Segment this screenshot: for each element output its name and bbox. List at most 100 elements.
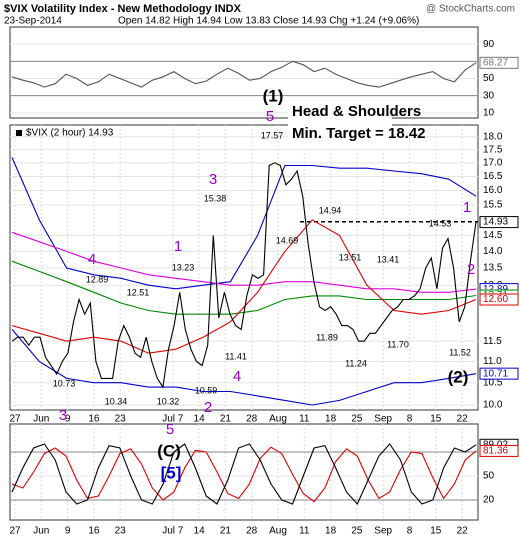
x-tick-label: 14 <box>194 414 206 425</box>
point-label: 13.23 <box>172 262 195 272</box>
point-label: 12.51 <box>127 287 150 297</box>
date: 23-Sep-2014 <box>4 16 62 27</box>
y-tick-label: 50 <box>483 471 495 482</box>
value-tag <box>479 216 519 229</box>
x-tick-label: 9 <box>65 526 71 537</box>
point-label: 11.70 <box>387 339 409 349</box>
wave-label: (C) <box>157 441 181 460</box>
source: @ StockCharts.com <box>426 4 515 15</box>
note-box <box>288 99 392 147</box>
wave-label: (2) <box>448 367 469 386</box>
value-tag-label: 14.93 <box>483 217 508 228</box>
x-tick-label: 25 <box>351 526 363 537</box>
x-tick-label: 22 <box>457 526 469 537</box>
value-tag-label: 12.89 <box>483 284 508 295</box>
annotations: Head & Shoulders Min. Target = 18.42 (1)… <box>53 86 475 482</box>
y-tick-label: 10 <box>483 107 495 118</box>
x-tick-label: 16 <box>88 526 100 537</box>
x-tick-label: 9 <box>65 414 71 425</box>
y-tick-label: 16.0 <box>483 185 503 196</box>
y-tick-label: 10.5 <box>483 377 503 388</box>
x-tick-label: 21 <box>220 526 232 537</box>
value-tag-label: 68.27 <box>483 57 508 68</box>
wave-label: (1) <box>263 86 284 105</box>
y-tick-label: 16.5 <box>483 171 503 182</box>
value-tag-label: 12.60 <box>483 294 508 305</box>
value-tag <box>479 367 519 380</box>
x-tick-label: 11 <box>299 526 310 537</box>
value-tag <box>479 293 519 306</box>
wave-label: 2 <box>467 261 475 278</box>
point-label: 11.41 <box>225 351 247 361</box>
y-tick-label: 17.0 <box>483 157 503 168</box>
point-label: 13.51 <box>339 252 362 262</box>
series-line <box>11 157 477 290</box>
legend: $VIX (2 hour) 14.93 <box>26 128 114 139</box>
series-line <box>11 443 477 505</box>
wave-label: 2 <box>204 399 212 416</box>
quote: Open 14.82 High 14.94 Low 13.83 Close 14… <box>118 16 419 27</box>
x-tick-label: Jul 7 <box>162 526 184 537</box>
wave-label: 4 <box>88 251 96 268</box>
x-tick-label: Jun <box>33 414 49 425</box>
plot-area <box>9 26 479 119</box>
x-tick-label: 25 <box>351 414 363 425</box>
x-tick-label: Sep <box>374 414 392 425</box>
x-tick-label: Sep <box>374 526 392 537</box>
wave-label: 3 <box>59 407 67 424</box>
y-tick-label: 20 <box>483 495 495 506</box>
note: Head & Shoulders <box>292 103 421 120</box>
x-tick-label: 23 <box>115 414 127 425</box>
wave-label: 1 <box>463 199 471 216</box>
value-tag <box>479 444 519 457</box>
point-label: 10.73 <box>53 378 76 388</box>
x-tick-label: 28 <box>246 526 258 537</box>
x-tick-label: 18 <box>325 414 337 425</box>
series-line <box>11 60 477 88</box>
y-tick-label: 15.5 <box>483 200 503 211</box>
value-tag-label: 81.36 <box>483 446 508 457</box>
point-label: 17.57 <box>261 130 284 140</box>
x-tick-label: 15 <box>430 414 442 425</box>
x-tick-label: 8 <box>407 526 413 537</box>
y-tick-label: 10.0 <box>483 400 503 411</box>
y-tick-label: 13.5 <box>483 263 503 274</box>
y-tick-label: 14.5 <box>483 230 503 241</box>
point-label: 10.32 <box>157 396 180 406</box>
point-label: 14.53 <box>429 218 452 228</box>
point-label: 11.52 <box>449 347 471 357</box>
y-tick-label: 17.5 <box>483 144 503 155</box>
point-label: 10.34 <box>105 396 128 406</box>
value-tag-label: 10.71 <box>483 368 508 379</box>
x-tick-label: 16 <box>88 414 100 425</box>
plot-area <box>9 124 479 411</box>
x-tick-label: 18 <box>325 526 337 537</box>
point-label: 10.59 <box>195 385 218 395</box>
wave-label: 4 <box>233 368 241 385</box>
wave-label: 1 <box>174 238 182 255</box>
series-line <box>11 446 477 503</box>
wave-label: 3 <box>209 171 217 188</box>
point-label: 12.89 <box>86 274 109 284</box>
x-tick-label: 8 <box>407 414 413 425</box>
series-line <box>11 231 477 293</box>
x-tick-label: Jul 7 <box>162 414 184 425</box>
point-label: 11.89 <box>316 332 338 342</box>
point-label: 15.38 <box>204 193 227 203</box>
x-tick-label: 14 <box>194 526 206 537</box>
wave-label: 5 <box>166 421 174 438</box>
point-label: 11.24 <box>345 358 367 368</box>
wave-label: [5] <box>161 463 182 482</box>
x-tick-label: Jun <box>33 526 49 537</box>
x-tick-label: 11 <box>299 414 310 425</box>
wave-label: 5 <box>266 108 274 125</box>
y-tick-label: 90 <box>483 39 495 50</box>
y-tick-label: 18.0 <box>483 131 503 142</box>
chart-title: $VIX Volatility Index - New Methodology … <box>4 3 242 15</box>
x-tick-label: 28 <box>246 414 258 425</box>
point-label: 13.41 <box>377 254 400 264</box>
x-tick-label: 27 <box>9 414 21 425</box>
series-line <box>11 329 477 406</box>
